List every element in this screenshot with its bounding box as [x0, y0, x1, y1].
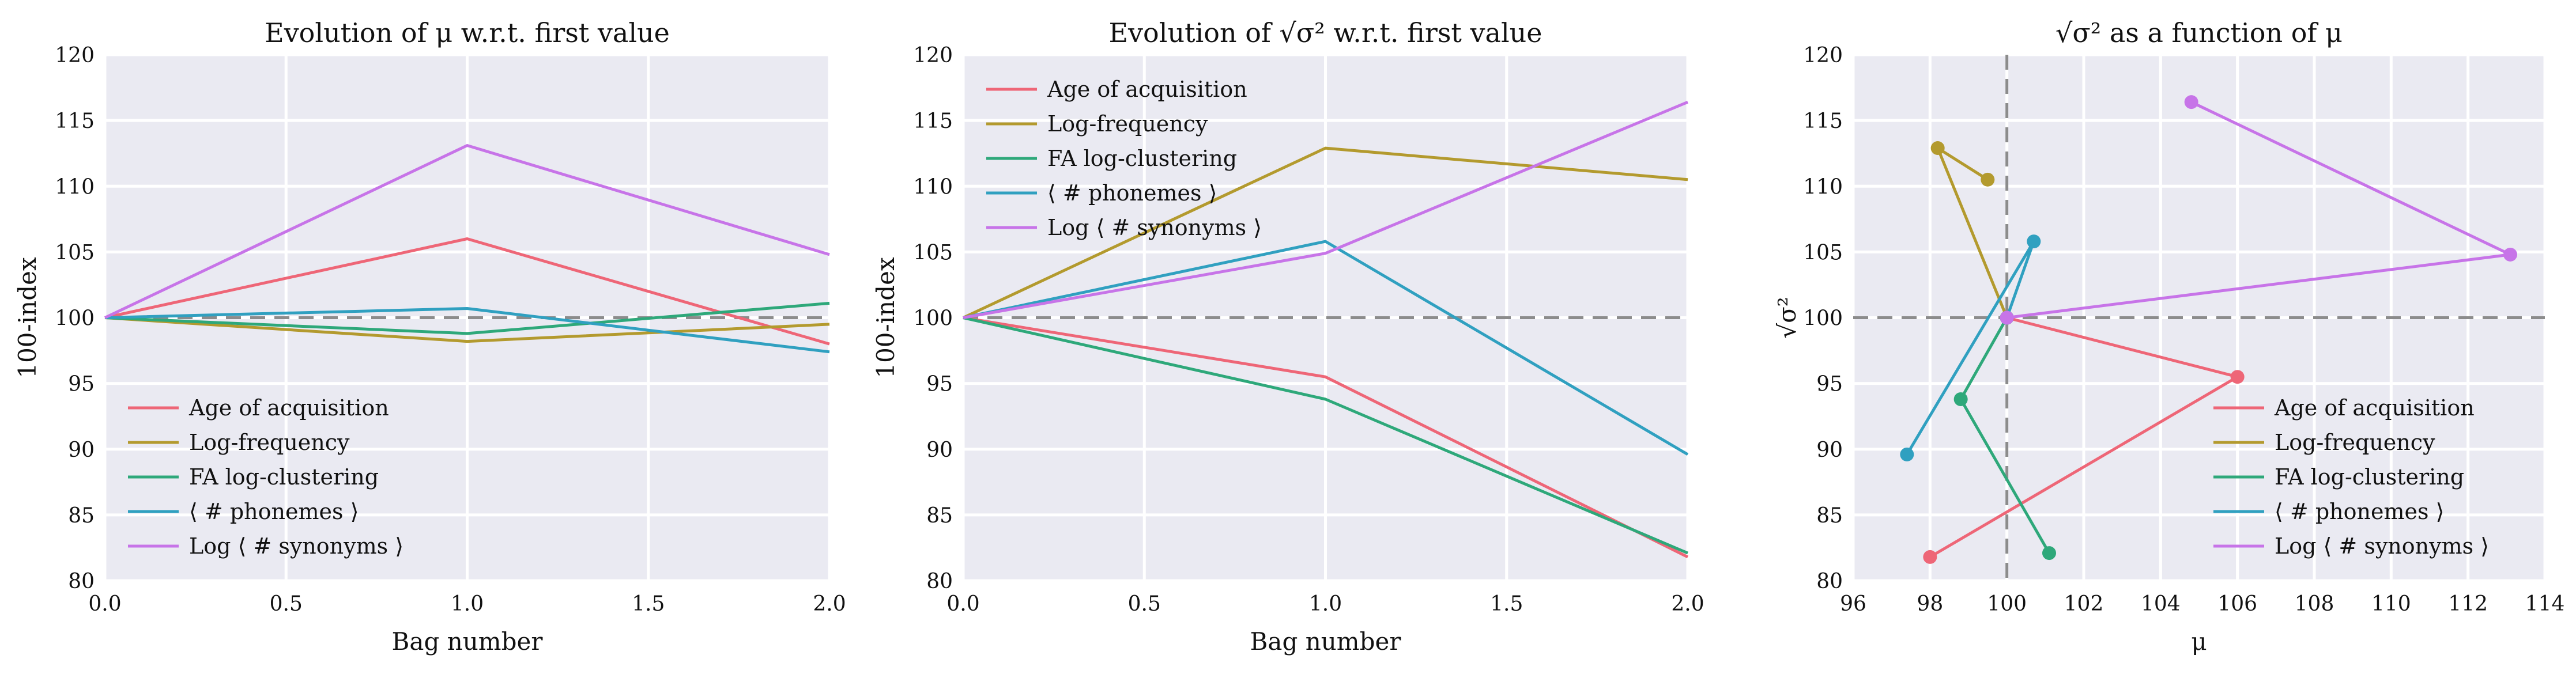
- chart-title: Evolution of √σ² w.r.t. first value: [1108, 17, 1542, 48]
- series-marker-3: [1953, 392, 1968, 407]
- series-line-1: [963, 316, 1689, 559]
- series-line-5: [963, 100, 1688, 319]
- legend-label-3: FA log-clustering: [1047, 146, 1237, 171]
- series-line-2: [104, 316, 830, 343]
- series-marker-5: [2000, 311, 2014, 325]
- y-tick-label: 120: [55, 44, 95, 67]
- y-tick-label: 110: [1803, 175, 1843, 199]
- legend-label-4: ⟨ # phonemes ⟩: [2275, 499, 2444, 524]
- series-marker-4: [2027, 234, 2041, 249]
- series-marker-1: [1923, 550, 1937, 564]
- y-tick-label: 80: [68, 570, 95, 593]
- legend-label-5: Log ⟨ # synonyms ⟩: [189, 533, 403, 559]
- x-tick-label: 2.0: [1671, 592, 1704, 616]
- series-line-4: [104, 307, 830, 354]
- series-line-2: [962, 146, 1688, 319]
- legend-label-1: Age of acquisition: [188, 395, 389, 421]
- chart-title: Evolution of μ w.r.t. first value: [265, 17, 670, 48]
- y-tick-label: 100: [913, 307, 953, 331]
- legend-label-2: Log-frequency: [2275, 430, 2435, 455]
- y-axis-label: √σ²: [1773, 297, 1801, 338]
- x-axis-label: Bag number: [1250, 627, 1402, 656]
- legend-label-3: FA log-clustering: [2275, 464, 2464, 490]
- series-marker-2: [1981, 172, 1995, 187]
- y-tick-label: 85: [1816, 504, 1843, 528]
- legend-label-2: Log-frequency: [1047, 111, 1208, 137]
- y-axis-label: 100-index: [872, 257, 900, 378]
- legend-label-4: ⟨ # phonemes ⟩: [1047, 180, 1217, 206]
- y-tick-label: 95: [68, 373, 95, 396]
- x-tick-label: 0.5: [1128, 592, 1161, 616]
- y-tick-label: 95: [1816, 373, 1843, 396]
- series-marker-5: [2503, 247, 2517, 262]
- x-tick-label: 106: [2217, 592, 2257, 616]
- y-tick-label: 100: [1803, 307, 1843, 331]
- x-tick-label: 104: [2141, 592, 2181, 616]
- legend: Age of acquisition Log-frequency FA log-cl…: [128, 395, 403, 559]
- x-tick-label: 100: [1987, 592, 2027, 616]
- y-tick-label: 90: [1816, 438, 1843, 462]
- y-tick-label: 120: [1803, 44, 1843, 67]
- y-tick-label: 85: [68, 504, 95, 528]
- y-tick-label: 115: [913, 109, 953, 133]
- chart-panel-3: 80 85 90 95 100 105 110 115 120 96 98 100 102 104 106 1…: [1773, 17, 2564, 656]
- x-axis-label: μ: [2191, 627, 2207, 656]
- chart-title: √σ² as a function of μ: [2055, 17, 2343, 48]
- y-tick-label: 90: [926, 438, 953, 462]
- y-tick-label: 110: [55, 175, 95, 199]
- chart-panel-2: 80 85 90 95 100 105 110 115 120 0.0 0.5 1.0 1.5 2.0 Ev…: [872, 17, 1704, 656]
- y-tick-label: 90: [68, 438, 95, 462]
- legend: Age of acquisition Log-frequency FA log-cl…: [2213, 395, 2489, 559]
- x-tick-label: 2.0: [813, 592, 846, 616]
- x-tick-label: 1.0: [1309, 592, 1342, 616]
- x-tick-label: 110: [2371, 592, 2411, 616]
- series-line-4: [963, 240, 1689, 456]
- x-tick-label: 0.0: [88, 592, 121, 616]
- series-marker-5: [2184, 95, 2198, 109]
- y-tick-label: 105: [913, 241, 953, 264]
- series-line-3: [104, 301, 830, 335]
- y-tick-label: 80: [1816, 570, 1843, 593]
- x-tick-label: 114: [2525, 592, 2565, 616]
- y-tick-label: 105: [55, 241, 95, 264]
- series-line-3: [963, 316, 1688, 555]
- x-axis-label: Bag number: [392, 627, 544, 656]
- legend-label-2: Log-frequency: [189, 430, 350, 455]
- y-tick-label: 80: [926, 570, 953, 593]
- y-tick-label: 115: [55, 109, 95, 133]
- legend-label-4: ⟨ # phonemes ⟩: [189, 499, 359, 524]
- legend: Age of acquisition Log-frequency FA log-cl…: [986, 77, 1262, 240]
- legend-label-5: Log ⟨ # synonyms ⟩: [2275, 533, 2489, 559]
- legend-label-1: Age of acquisition: [1047, 77, 1247, 102]
- series-marker-3: [2042, 546, 2056, 561]
- legend-label-1: Age of acquisition: [2274, 395, 2475, 421]
- series-marker-1: [2230, 370, 2245, 384]
- y-axis-label: 100-index: [13, 257, 42, 378]
- y-tick-label: 100: [55, 307, 95, 331]
- x-tick-label: 96: [1840, 592, 1866, 616]
- series-marker-2: [1930, 141, 1945, 156]
- legend-label-3: FA log-clustering: [189, 464, 379, 490]
- x-tick-label: 112: [2448, 592, 2488, 616]
- x-tick-label: 108: [2295, 592, 2334, 616]
- series-marker-4: [1900, 447, 1914, 461]
- x-tick-label: 1.5: [1490, 592, 1523, 616]
- y-tick-label: 105: [1803, 241, 1843, 264]
- x-tick-label: 1.5: [632, 592, 665, 616]
- y-tick-label: 120: [913, 44, 953, 67]
- chart-panel-1: 80 85 90 95 100 105 110 115 120 0.0 0.5 1.0 1.5 2.0 Ev…: [13, 17, 846, 656]
- x-tick-label: 1.0: [451, 592, 484, 616]
- series-line-1: [104, 237, 830, 346]
- x-tick-label: 102: [2064, 592, 2104, 616]
- x-tick-label: 98: [1917, 592, 1943, 616]
- legend-label-5: Log ⟨ # synonyms ⟩: [1047, 215, 1262, 240]
- y-tick-label: 95: [926, 373, 953, 396]
- series-line-5: [104, 144, 830, 319]
- y-tick-label: 110: [913, 175, 953, 199]
- y-tick-label: 115: [1803, 109, 1843, 133]
- y-tick-label: 85: [926, 504, 953, 528]
- x-tick-label: 0.5: [270, 592, 303, 616]
- x-tick-label: 0.0: [946, 592, 979, 616]
